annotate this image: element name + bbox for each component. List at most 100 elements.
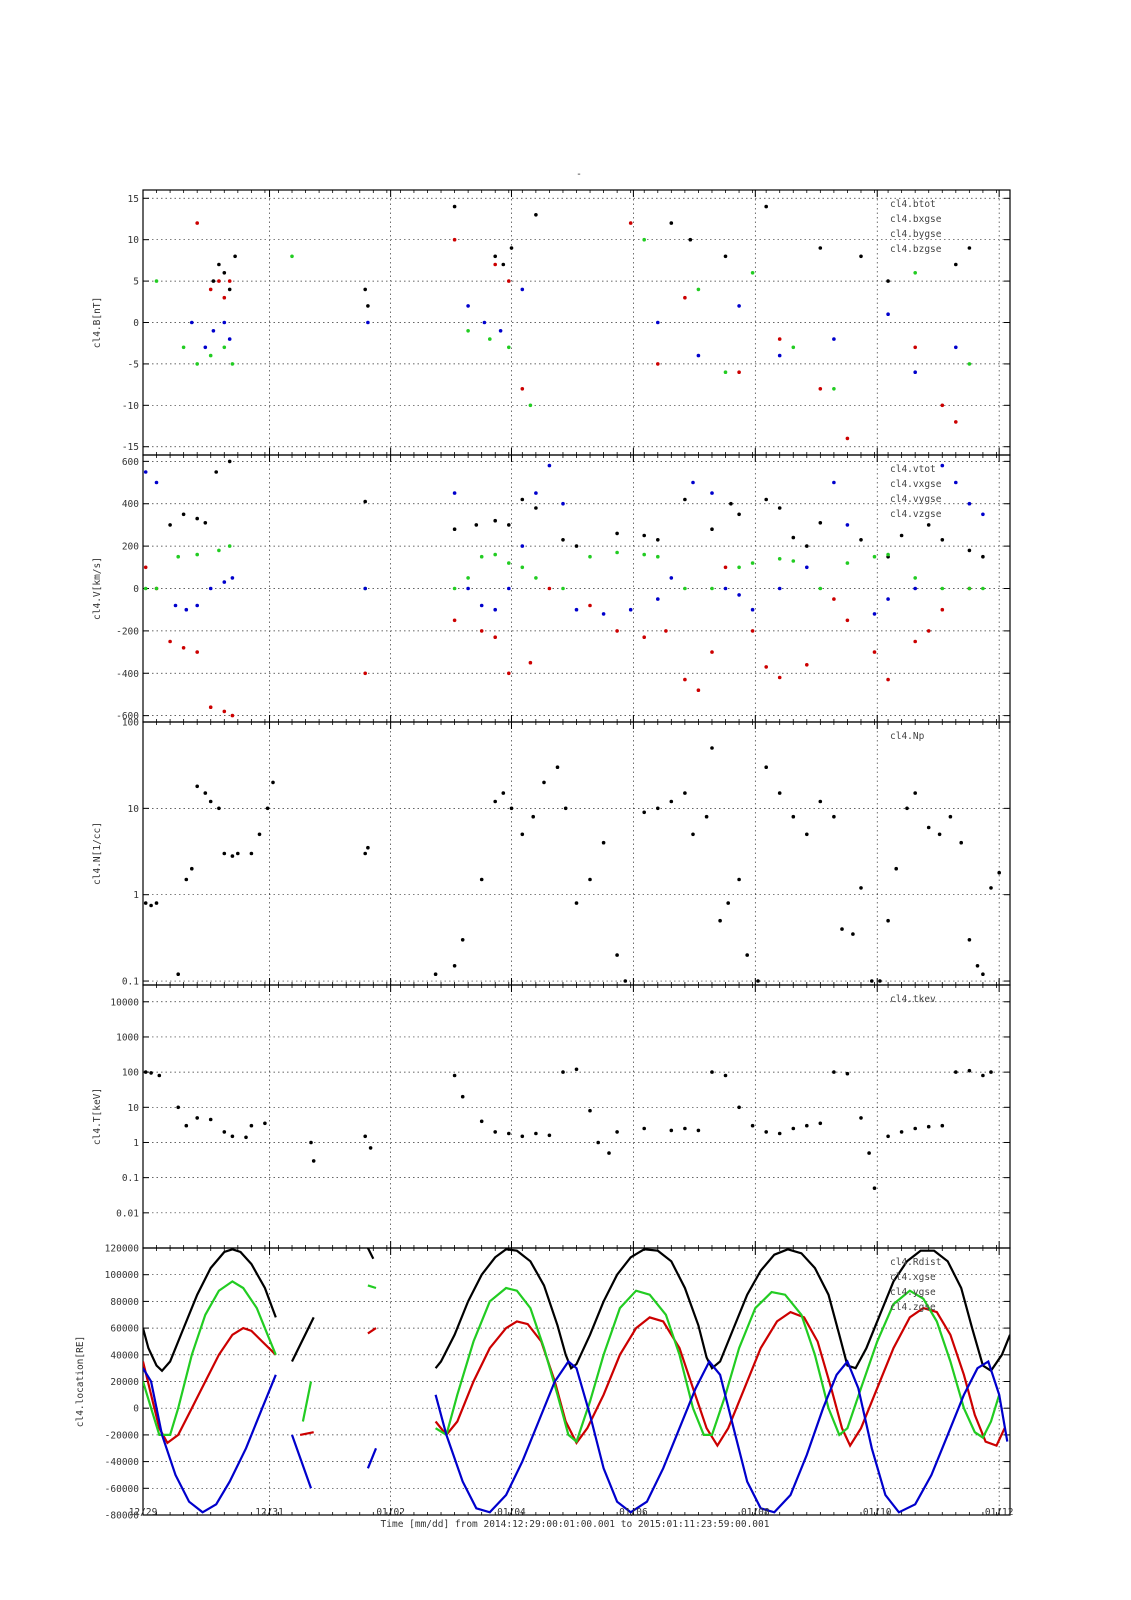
data-point-cl4.vtot <box>195 516 199 521</box>
data-point-cl4.vygse <box>227 544 232 548</box>
data-point-cl4.vzgse <box>886 597 890 601</box>
y-tick-label: -15 <box>122 442 139 453</box>
legend-entry: cl4.vtot <box>890 464 936 475</box>
data-point-cl4.Np <box>143 901 148 905</box>
y-tick-label: 1000 <box>116 1032 139 1043</box>
data-point-cl4.Np <box>563 806 568 811</box>
data-point-cl4.btot <box>493 254 498 259</box>
data-point-cl4.Np <box>452 964 457 968</box>
y-tick-label: 100 <box>122 718 139 729</box>
data-point-cl4.vzgse <box>574 607 579 612</box>
data-point-cl4.vzgse <box>601 612 606 616</box>
data-point-cl4.vxgse <box>750 629 755 633</box>
data-point-cl4.vtot <box>737 512 741 517</box>
data-point-cl4.vzgse <box>547 463 552 468</box>
x-tick-label: 01/06 <box>619 1507 648 1518</box>
data-point-cl4.vtot <box>507 523 511 527</box>
data-point-cl4.Np <box>230 854 235 858</box>
data-point-cl4.vtot <box>710 527 714 531</box>
data-point-cl4.bxgse <box>683 295 687 300</box>
data-point-cl4.vzgse <box>777 586 782 591</box>
data-point-cl4.bzgse <box>696 353 701 358</box>
data-point-cl4.vxgse <box>143 565 148 570</box>
legend-entry: cl4.vzgse <box>890 509 942 520</box>
data-point-cl4.btot <box>886 279 890 283</box>
data-point-cl4.Np <box>493 799 498 804</box>
y-tick-label: -10 <box>122 401 139 412</box>
data-point-cl4.Np <box>870 979 874 983</box>
data-point-cl4.bygse <box>208 353 213 358</box>
legend-entry: cl4.btot <box>890 199 936 210</box>
data-point-cl4.tkev <box>737 1105 741 1110</box>
data-point-cl4.vzgse <box>195 603 199 608</box>
data-point-cl4.vygse <box>479 554 484 559</box>
data-point-cl4.Np <box>791 814 796 819</box>
data-point-cl4.bxgse <box>493 262 498 267</box>
y-tick-label: -600 <box>116 711 139 722</box>
data-point-cl4.vygse <box>642 552 646 557</box>
y-axis-label: cl4.location[RE] <box>75 1336 86 1428</box>
data-point-cl4.tkev <box>195 1116 199 1120</box>
series-group <box>143 1067 993 1190</box>
data-point-cl4.bzgse <box>498 329 503 333</box>
data-point-cl4.Np <box>937 832 942 837</box>
y-axis-label: cl4.N[1/cc] <box>92 822 103 885</box>
data-point-cl4.btot <box>818 246 823 250</box>
data-point-cl4.tkev <box>818 1121 823 1126</box>
y-tick-label: -400 <box>116 669 139 680</box>
x-tick-label: 12/31 <box>255 1507 284 1518</box>
data-point-cl4.Np <box>531 814 535 819</box>
series-group <box>143 459 985 718</box>
y-tick-label: 1 <box>133 890 139 901</box>
data-point-cl4.tkev <box>764 1130 768 1134</box>
data-point-cl4.vxgse <box>845 618 850 623</box>
data-point-cl4.Np <box>222 851 227 856</box>
data-point-cl4.bygse <box>230 362 235 366</box>
data-point-cl4.vtot <box>615 531 619 536</box>
data-point-cl4.vygse <box>872 554 877 559</box>
y-tick-label: 120000 <box>105 1244 140 1255</box>
data-point-cl4.bygse <box>967 362 972 366</box>
data-point-cl4.bzgse <box>190 320 194 325</box>
data-point-cl4.vtot <box>940 538 945 542</box>
data-point-cl4.vtot <box>534 506 538 510</box>
data-point-cl4.tkev <box>669 1128 674 1133</box>
y-tick-label: 100000 <box>105 1270 140 1281</box>
data-point-cl4.Np <box>745 953 749 957</box>
data-point-cl4.vtot <box>981 554 985 559</box>
top-mark: - <box>576 169 582 180</box>
panel-4: 0.01 0.1 1 10 100 1000 10000 cl4.T[keV] cl4.tkev <box>92 984 1011 1249</box>
data-point-cl4.Np <box>764 765 768 769</box>
data-point-cl4.vzgse <box>845 523 850 527</box>
data-point-cl4.Np <box>777 791 782 795</box>
data-point-cl4.vtot <box>452 527 457 531</box>
data-point-cl4.btot <box>366 304 370 308</box>
data-point-cl4.bygse <box>195 362 199 366</box>
data-point-cl4.tkev <box>989 1070 993 1074</box>
data-point-cl4.Np <box>271 780 275 785</box>
data-point-cl4.vtot <box>642 533 646 538</box>
y-tick-label: 10 <box>128 804 140 815</box>
data-point-cl4.bygse <box>723 370 728 375</box>
series-group <box>154 204 972 441</box>
data-point-cl4.bzgse <box>520 287 525 292</box>
data-point-cl4.vzgse <box>173 603 178 608</box>
data-point-cl4.bygse <box>791 345 796 350</box>
data-point-cl4.Np <box>208 799 213 804</box>
y-tick-label: 1 <box>133 1138 139 1149</box>
data-point-cl4.bxgse <box>940 403 945 408</box>
data-point-cl4.vtot <box>363 499 368 504</box>
panel-3: 0.1 1 10 100 cl4.N[1/cc] cl4.Np <box>92 718 1011 988</box>
data-point-cl4.Np <box>249 851 254 856</box>
data-point-cl4.vtot <box>493 518 498 523</box>
data-point-cl4.vzgse <box>230 576 235 580</box>
data-point-cl4.Np <box>184 877 189 882</box>
data-point-cl4.bzgse <box>886 312 890 317</box>
data-point-cl4.vxgse <box>181 646 186 650</box>
data-point-cl4.Np <box>981 972 985 976</box>
data-point-cl4.vygse <box>777 557 782 561</box>
data-point-cl4.tkev <box>311 1159 316 1163</box>
data-point-cl4.Np <box>265 806 270 811</box>
data-point-cl4.Np <box>574 901 579 905</box>
y-tick-label: -80000 <box>105 1511 140 1522</box>
